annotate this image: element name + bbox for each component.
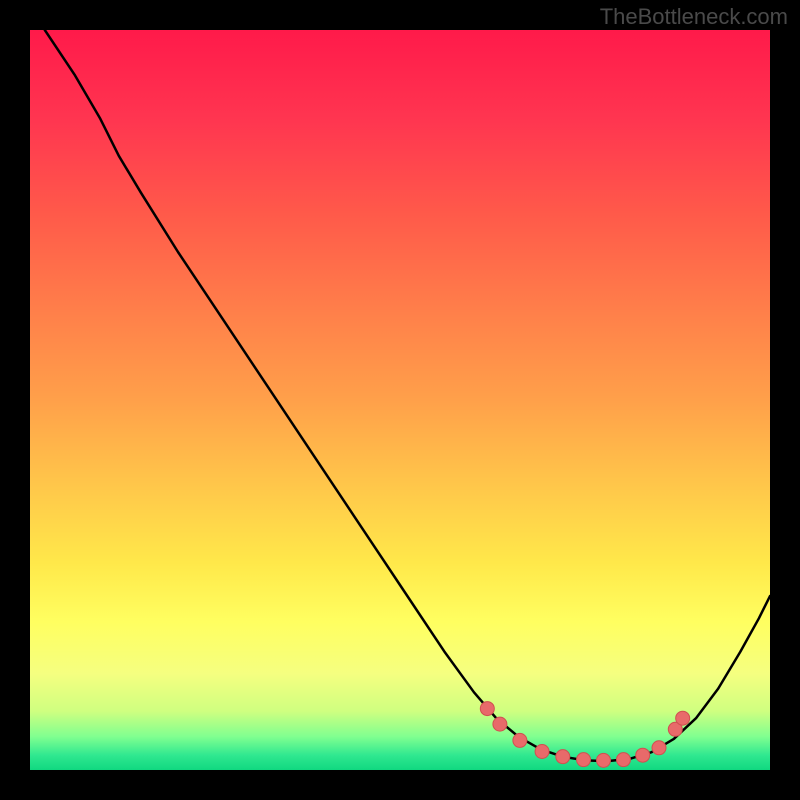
- marker-point: [676, 711, 690, 725]
- marker-point: [480, 702, 494, 716]
- marker-point: [577, 753, 591, 767]
- marker-point: [513, 733, 527, 747]
- marker-point: [556, 750, 570, 764]
- gradient-background: [30, 30, 770, 770]
- marker-point: [652, 741, 666, 755]
- watermark-text: TheBottleneck.com: [600, 4, 788, 30]
- plot-area: [30, 30, 770, 770]
- marker-point: [535, 745, 549, 759]
- marker-point: [636, 748, 650, 762]
- marker-point: [616, 753, 630, 767]
- marker-point: [493, 717, 507, 731]
- marker-point: [597, 753, 611, 767]
- chart-svg: [30, 30, 770, 770]
- chart-container: TheBottleneck.com: [0, 0, 800, 800]
